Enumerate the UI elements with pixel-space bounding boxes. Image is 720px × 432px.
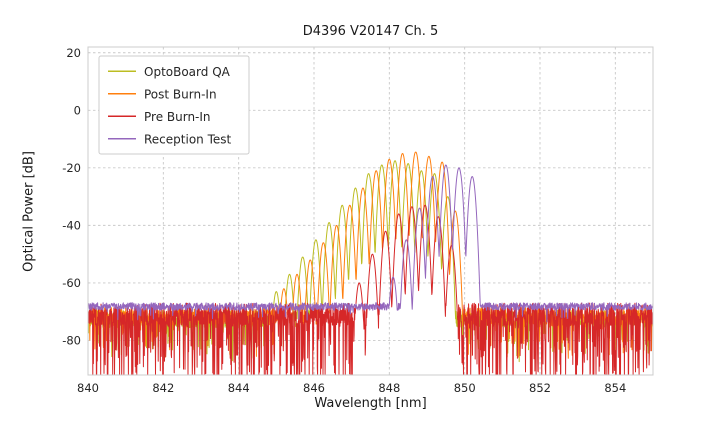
legend-item: Reception Test [108, 132, 232, 146]
series-line-reception-test [87, 164, 654, 323]
y-tick-label: 20 [66, 46, 81, 60]
x-tick-label: 842 [152, 381, 174, 395]
axes-box [87, 46, 654, 376]
y-tick-label: -60 [62, 276, 81, 290]
y-tick-label: -80 [62, 333, 81, 347]
legend-label: Pre Burn-In [144, 110, 211, 124]
x-tick-label: 840 [77, 381, 99, 395]
tick-labels: 840 842 844 846 848 850 852 854 20 0 -20 -40 -60 -80 [62, 46, 626, 395]
y-tick-label: -40 [62, 218, 81, 232]
x-axis-label: Wavelength [nm] [314, 396, 427, 411]
x-tick-label: 850 [454, 381, 476, 395]
y-tick-label: 0 [74, 103, 81, 117]
x-tick-label: 846 [303, 381, 325, 395]
legend-item: OptoBoard QA [108, 65, 231, 79]
legend-label: Reception Test [144, 132, 232, 146]
y-tick-label: -20 [62, 161, 81, 175]
legend-label: OptoBoard QA [144, 65, 231, 79]
y-axis-label: Optical Power [dB] [21, 151, 37, 272]
series-lines [87, 151, 654, 376]
x-tick-label: 844 [228, 381, 250, 395]
x-tick-label: 852 [529, 381, 551, 395]
chart-title: D4396 V20147 Ch. 5 [302, 24, 439, 39]
legend-label: Post Burn-In [144, 87, 217, 101]
series-line-pre-burn-in [87, 204, 654, 376]
legend-item: Pre Burn-In [108, 110, 211, 124]
x-tick-label: 848 [378, 381, 400, 395]
legend-item: Post Burn-In [108, 87, 217, 101]
x-tick-label: 854 [604, 381, 626, 395]
legend-box [98, 55, 250, 155]
legend: OptoBoard QA Post Burn-In Pre Burn-In Recep… [98, 55, 250, 155]
